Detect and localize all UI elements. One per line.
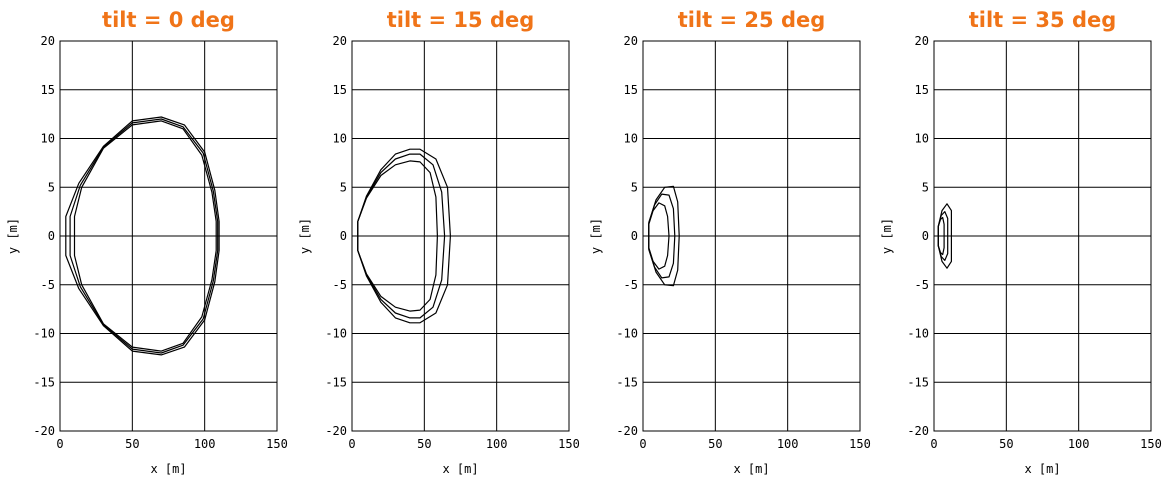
y-tick-label: 15 <box>41 83 55 97</box>
y-tick-label: -5 <box>624 278 638 292</box>
x-tick-label: 50 <box>708 437 722 451</box>
series-line <box>937 203 953 269</box>
x-axis-label: x [m] <box>1024 462 1060 476</box>
x-tick-label: 150 <box>266 437 288 451</box>
y-tick-label: -10 <box>616 327 638 341</box>
series-line <box>357 153 446 319</box>
y-tick-label: -5 <box>41 278 55 292</box>
series-line <box>73 120 217 352</box>
y-tick-label: -20 <box>33 424 55 438</box>
x-tick-label: 150 <box>558 437 580 451</box>
x-tick-label: 150 <box>1140 437 1162 451</box>
y-tick-label: 0 <box>631 229 638 243</box>
plot-frame <box>351 40 570 432</box>
y-tick-label: 5 <box>340 180 347 194</box>
y-tick-label: 10 <box>624 132 638 146</box>
y-tick-label: -20 <box>325 424 347 438</box>
y-tick-label: 20 <box>41 34 55 48</box>
chart-title: tilt = 35 deg <box>969 8 1117 32</box>
chart-title: tilt = 25 deg <box>678 8 826 32</box>
y-tick-label: 0 <box>48 229 55 243</box>
y-tick-label: 15 <box>624 83 638 97</box>
y-axis-label: y [m] <box>298 218 312 254</box>
y-tick-label: 20 <box>624 34 638 48</box>
x-tick-label: 100 <box>194 437 216 451</box>
chart-panel: tilt = 35 deg 0 50 100 150 20 15 10 5 0 -5 -10 -15 -2… <box>874 0 1164 484</box>
x-tick-label: 0 <box>56 437 63 451</box>
y-axis-label: y [m] <box>6 218 20 254</box>
y-tick-label: -10 <box>325 327 347 341</box>
series-line <box>357 160 438 312</box>
x-tick-label: 100 <box>777 437 799 451</box>
x-tick-label: 50 <box>999 437 1013 451</box>
chart-panel: tilt = 25 deg 0 50 100 150 20 15 10 5 0 -5 -10 -15 -2… <box>583 0 874 484</box>
plot-frame <box>933 40 1152 432</box>
x-tick-label: 100 <box>486 437 508 451</box>
y-tick-label: 5 <box>922 180 929 194</box>
y-tick-label: -20 <box>616 424 638 438</box>
y-tick-label: -15 <box>33 375 55 389</box>
x-axis-label: x [m] <box>733 462 769 476</box>
chart-panel: tilt = 0 deg 0 50 100 150 20 15 10 5 0 -5 -10 -15 -20… <box>0 0 291 484</box>
y-axis-label: y [m] <box>880 218 894 254</box>
y-tick-label: -15 <box>325 375 347 389</box>
y-tick-label: -15 <box>616 375 638 389</box>
x-tick-label: 150 <box>849 437 871 451</box>
series-line <box>65 116 220 356</box>
series-line <box>357 148 451 324</box>
y-tick-label: 5 <box>48 180 55 194</box>
x-axis-label: x [m] <box>150 462 186 476</box>
x-tick-label: 50 <box>125 437 139 451</box>
series-line <box>648 185 680 287</box>
y-tick-label: 15 <box>915 83 929 97</box>
x-tick-label: 0 <box>639 437 646 451</box>
chart-title: tilt = 15 deg <box>387 8 535 32</box>
chart-title: tilt = 0 deg <box>102 8 235 32</box>
y-axis-label: y [m] <box>589 218 603 254</box>
y-tick-label: 0 <box>340 229 347 243</box>
y-tick-label: -5 <box>333 278 347 292</box>
y-tick-label: 0 <box>922 229 929 243</box>
x-tick-label: 50 <box>417 437 431 451</box>
series-line <box>69 118 219 354</box>
y-tick-label: 10 <box>41 132 55 146</box>
y-tick-label: -5 <box>915 278 929 292</box>
x-tick-label: 0 <box>348 437 355 451</box>
plot-frame <box>59 40 278 432</box>
x-axis-label: x [m] <box>442 462 478 476</box>
y-tick-label: 10 <box>333 132 347 146</box>
y-tick-label: 10 <box>915 132 929 146</box>
y-tick-label: 20 <box>915 34 929 48</box>
y-tick-label: -10 <box>907 327 929 341</box>
y-tick-label: -10 <box>33 327 55 341</box>
y-tick-label: -15 <box>907 375 929 389</box>
y-tick-label: -20 <box>907 424 929 438</box>
y-tick-label: 15 <box>333 83 347 97</box>
plot-frame <box>642 40 861 432</box>
chart-panel: tilt = 15 deg 0 50 100 150 20 15 10 5 0 -5 -10 -15 -2… <box>292 0 583 484</box>
x-tick-label: 0 <box>930 437 937 451</box>
y-tick-label: 20 <box>333 34 347 48</box>
x-tick-label: 100 <box>1068 437 1090 451</box>
y-tick-label: 5 <box>631 180 638 194</box>
